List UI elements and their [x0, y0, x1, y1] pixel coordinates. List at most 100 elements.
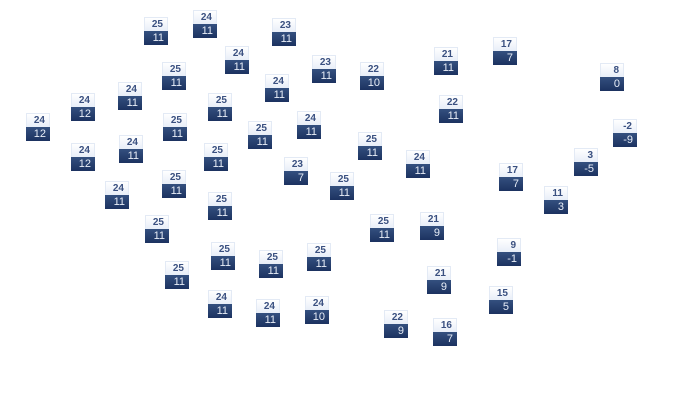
temperature-marker[interactable]: 24 12 — [26, 113, 50, 141]
temperature-marker[interactable]: 24 11 — [225, 46, 249, 74]
high-temperature: 25 — [259, 250, 283, 264]
low-temperature: 11 — [162, 184, 186, 198]
low-temperature: 10 — [305, 310, 329, 324]
low-temperature: 11 — [248, 135, 272, 149]
temperature-marker[interactable]: 17 7 — [499, 163, 523, 191]
high-temperature: 21 — [427, 266, 451, 280]
temperature-marker[interactable]: 17 7 — [493, 37, 517, 65]
high-temperature: 25 — [370, 214, 394, 228]
high-temperature: 24 — [71, 93, 95, 107]
temperature-marker[interactable]: 25 11 — [163, 113, 187, 141]
temperature-marker[interactable]: 24 11 — [105, 181, 129, 209]
temperature-marker[interactable]: 22 11 — [439, 95, 463, 123]
high-temperature: 25 — [162, 62, 186, 76]
temperature-marker[interactable]: 11 3 — [544, 186, 568, 214]
temperature-marker[interactable]: -2 -9 — [613, 119, 637, 147]
low-temperature: 5 — [489, 300, 513, 314]
temperature-marker[interactable]: 25 11 — [145, 215, 169, 243]
temperature-marker[interactable]: 24 12 — [71, 93, 95, 121]
high-temperature: 24 — [265, 74, 289, 88]
low-temperature: 11 — [406, 164, 430, 178]
temperature-marker[interactable]: 15 5 — [489, 286, 513, 314]
temperature-marker[interactable]: 3 -5 — [574, 148, 598, 176]
temperature-marker[interactable]: 23 11 — [272, 18, 296, 46]
low-temperature: 11 — [119, 149, 143, 163]
high-temperature: 8 — [600, 63, 624, 77]
low-temperature: 11 — [208, 107, 232, 121]
temperature-marker[interactable]: 25 11 — [144, 17, 168, 45]
high-temperature: 25 — [165, 261, 189, 275]
low-temperature: 11 — [208, 304, 232, 318]
temperature-marker[interactable]: 24 10 — [305, 296, 329, 324]
high-temperature: 25 — [248, 121, 272, 135]
low-temperature: 11 — [211, 256, 235, 270]
low-temperature: 3 — [544, 200, 568, 214]
low-temperature: 11 — [105, 195, 129, 209]
high-temperature: 17 — [493, 37, 517, 51]
temperature-marker[interactable]: 25 11 — [208, 93, 232, 121]
high-temperature: 22 — [439, 95, 463, 109]
high-temperature: 24 — [225, 46, 249, 60]
high-temperature: 23 — [272, 18, 296, 32]
temperature-marker[interactable]: 25 11 — [162, 170, 186, 198]
temperature-marker[interactable]: 25 11 — [162, 62, 186, 90]
low-temperature: -5 — [574, 162, 598, 176]
temperature-marker[interactable]: 23 7 — [284, 157, 308, 185]
high-temperature: 15 — [489, 286, 513, 300]
low-temperature: 12 — [26, 127, 50, 141]
temperature-marker[interactable]: 24 11 — [119, 135, 143, 163]
temperature-marker[interactable]: 25 11 — [259, 250, 283, 278]
high-temperature: 24 — [193, 10, 217, 24]
temperature-marker[interactable]: 25 11 — [208, 192, 232, 220]
temperature-marker[interactable]: 25 11 — [358, 132, 382, 160]
temperature-marker[interactable]: 24 11 — [406, 150, 430, 178]
low-temperature: 11 — [225, 60, 249, 74]
temperature-marker[interactable]: 25 11 — [330, 172, 354, 200]
low-temperature: 11 — [330, 186, 354, 200]
high-temperature: 24 — [105, 181, 129, 195]
temperature-marker[interactable]: 25 11 — [204, 143, 228, 171]
high-temperature: 24 — [305, 296, 329, 310]
low-temperature: 11 — [297, 125, 321, 139]
low-temperature: 11 — [193, 24, 217, 38]
temperature-marker[interactable]: 24 11 — [256, 299, 280, 327]
temperature-marker[interactable]: 25 11 — [211, 242, 235, 270]
low-temperature: 7 — [499, 177, 523, 191]
temperature-marker[interactable]: 24 11 — [265, 74, 289, 102]
high-temperature: 24 — [26, 113, 50, 127]
high-temperature: 16 — [433, 318, 457, 332]
low-temperature: 11 — [144, 31, 168, 45]
temperature-marker[interactable]: 21 9 — [427, 266, 451, 294]
temperature-marker[interactable]: 25 11 — [165, 261, 189, 289]
temperature-marker[interactable]: 22 9 — [384, 310, 408, 338]
high-temperature: 25 — [307, 243, 331, 257]
high-temperature: 25 — [163, 113, 187, 127]
temperature-marker[interactable]: 24 11 — [297, 111, 321, 139]
temperature-marker[interactable]: 21 11 — [434, 47, 458, 75]
low-temperature: 9 — [420, 226, 444, 240]
high-temperature: 25 — [204, 143, 228, 157]
low-temperature: 7 — [284, 171, 308, 185]
temperature-marker[interactable]: 25 11 — [307, 243, 331, 271]
high-temperature: 21 — [434, 47, 458, 61]
temperature-marker[interactable]: 16 7 — [433, 318, 457, 346]
high-temperature: 25 — [144, 17, 168, 31]
high-temperature: 24 — [297, 111, 321, 125]
low-temperature: 0 — [600, 77, 624, 91]
temperature-marker[interactable]: 25 11 — [248, 121, 272, 149]
low-temperature: 11 — [145, 229, 169, 243]
temperature-marker[interactable]: 24 11 — [118, 82, 142, 110]
low-temperature: 11 — [118, 96, 142, 110]
temperature-marker[interactable]: 23 11 — [312, 55, 336, 83]
low-temperature: 11 — [165, 275, 189, 289]
temperature-marker[interactable]: 24 11 — [208, 290, 232, 318]
temperature-marker[interactable]: 25 11 — [370, 214, 394, 242]
temperature-marker[interactable]: 24 12 — [71, 143, 95, 171]
low-temperature: 11 — [439, 109, 463, 123]
low-temperature: 11 — [307, 257, 331, 271]
temperature-marker[interactable]: 22 10 — [360, 62, 384, 90]
temperature-marker[interactable]: 9 -1 — [497, 238, 521, 266]
temperature-marker[interactable]: 24 11 — [193, 10, 217, 38]
temperature-marker[interactable]: 21 9 — [420, 212, 444, 240]
